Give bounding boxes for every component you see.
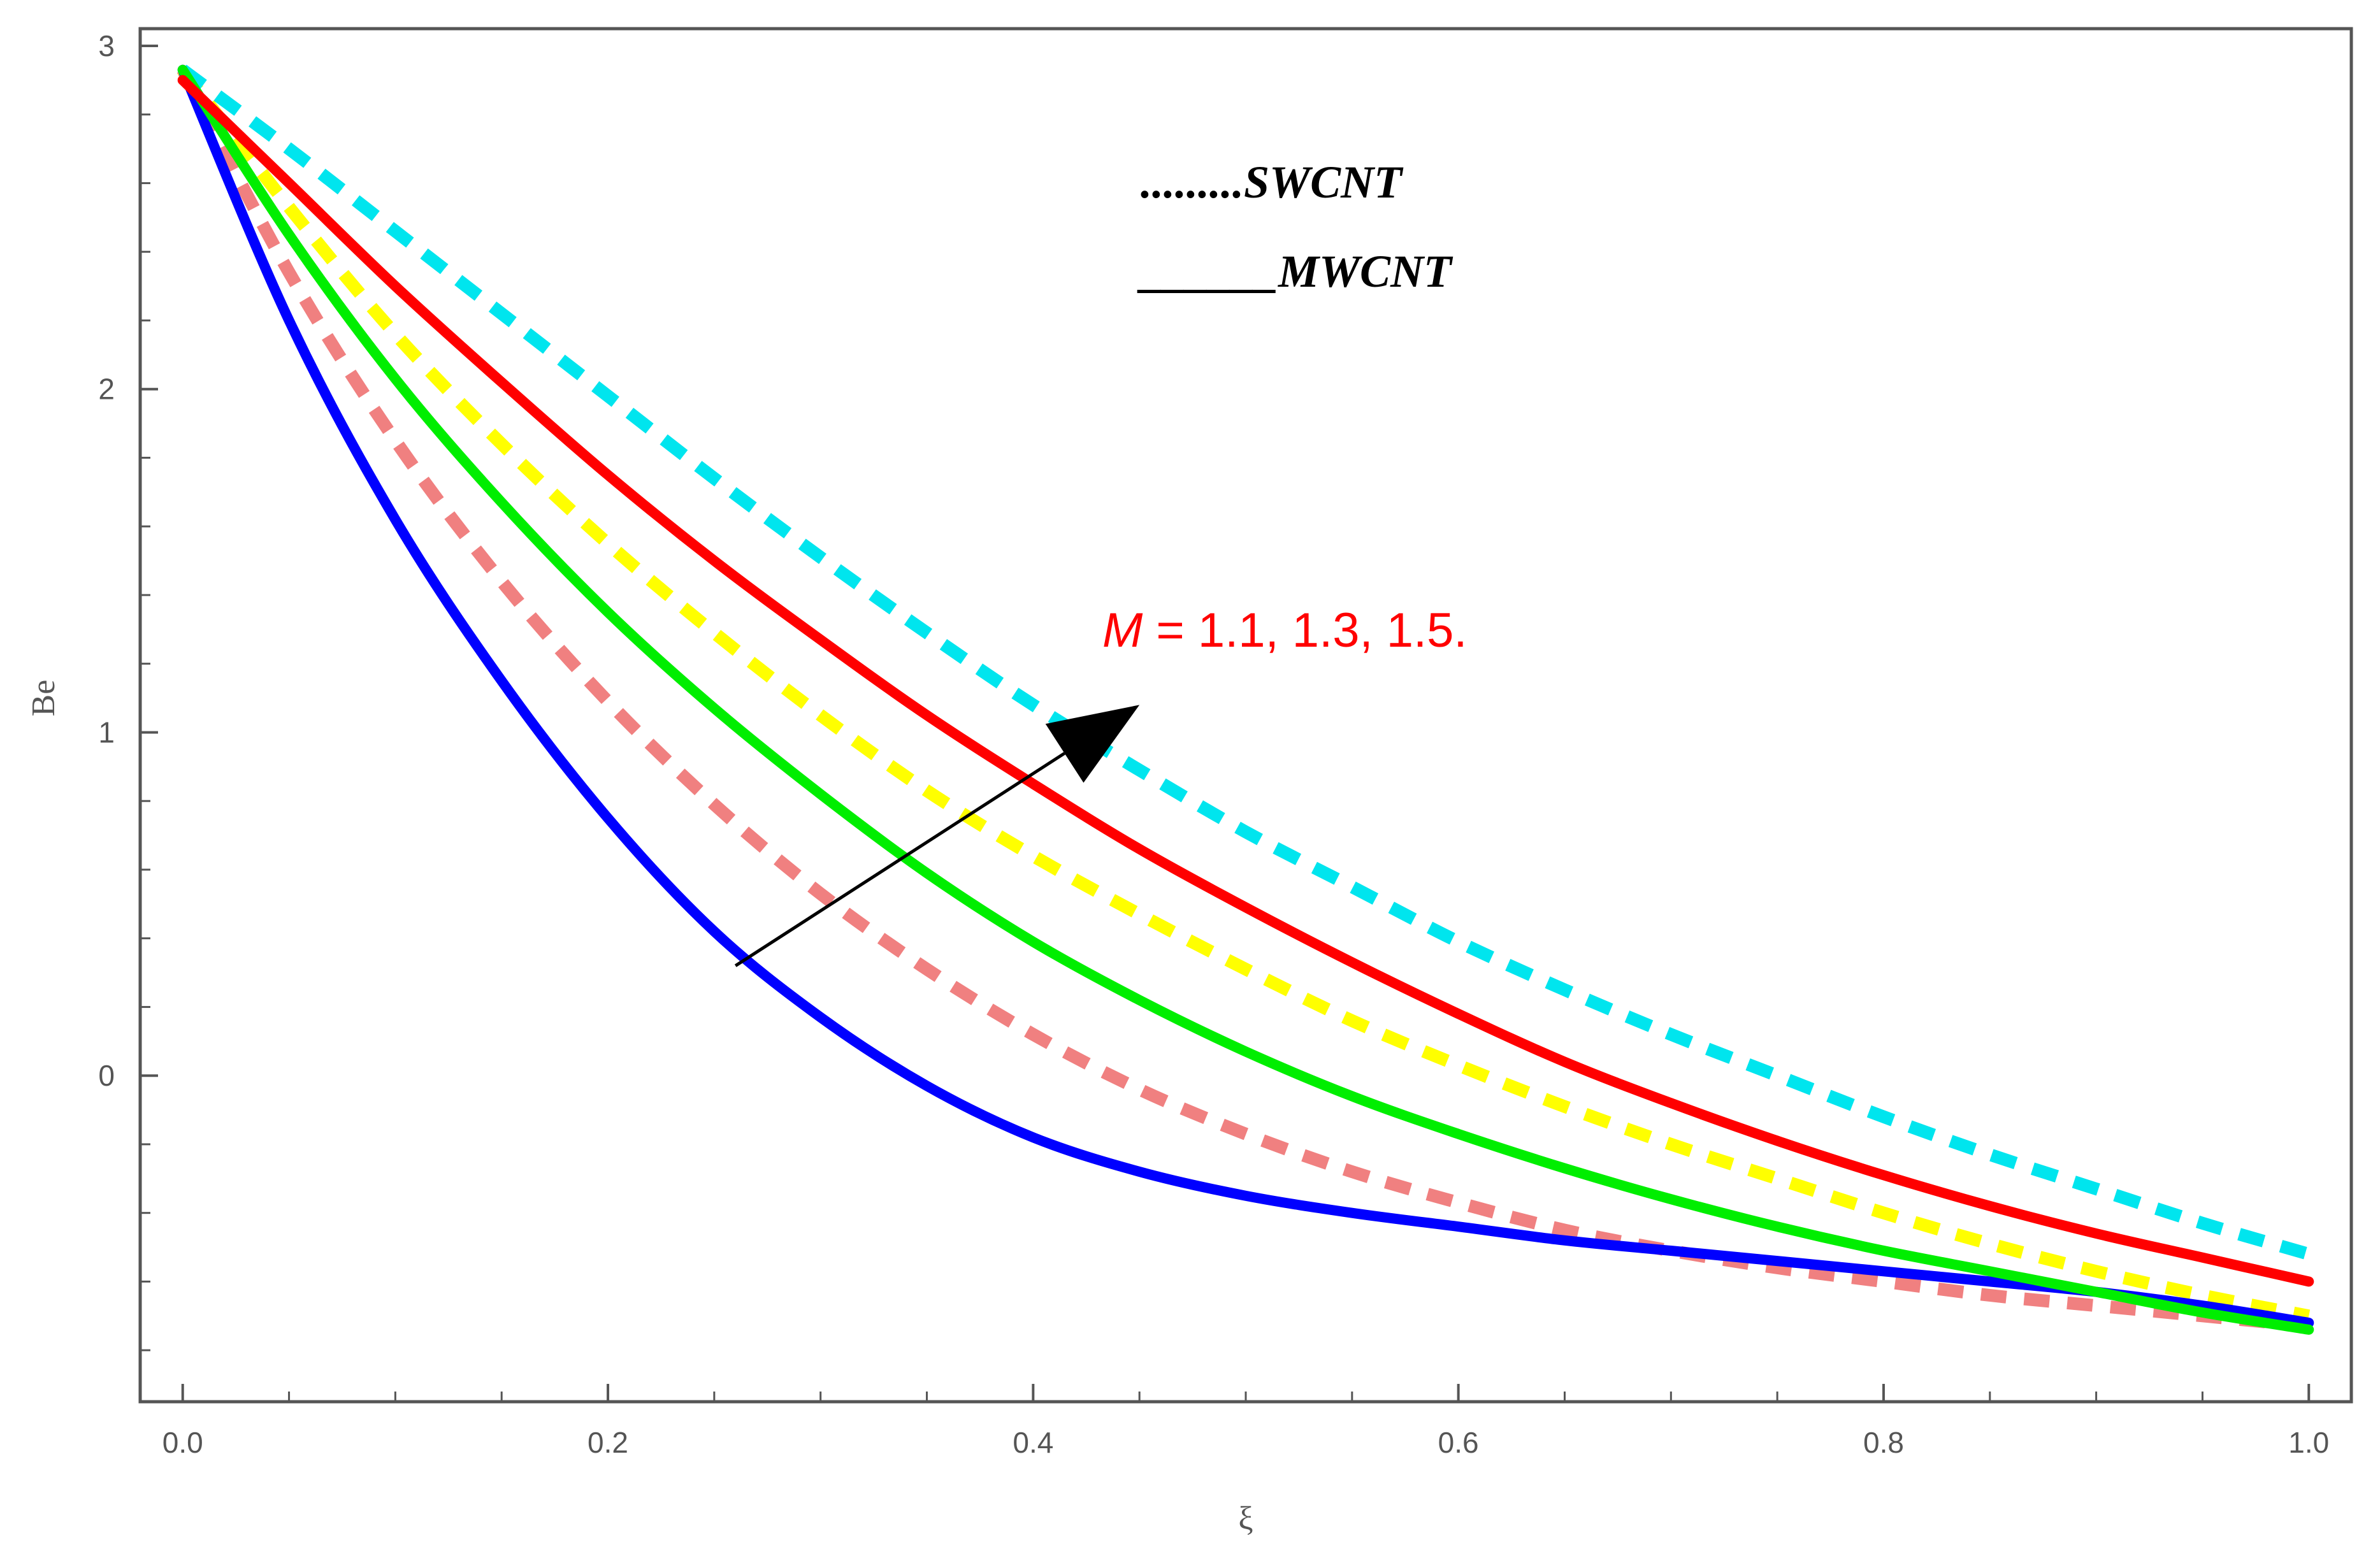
series-line-mwcnt-m-1-5 <box>177 75 2314 1287</box>
parameter-symbol: M <box>1102 603 1143 658</box>
series-line-mwcnt-m-1-3 <box>177 64 2314 1335</box>
x-tick-label: 0.0 <box>162 1426 203 1459</box>
series-layer <box>177 64 2314 1335</box>
x-tick-label: 0.4 <box>1013 1426 1053 1459</box>
legend: .........SWCNT ______MWCNT <box>1137 157 1453 297</box>
legend-entry-mwcnt: ______MWCNT <box>1137 246 1453 297</box>
series-line-mwcnt-m-1-1 <box>177 64 2314 1328</box>
y-tick-label: 0 <box>98 1059 115 1092</box>
x-tick-label: 0.6 <box>1438 1426 1479 1459</box>
arrow-head-icon <box>1045 705 1140 783</box>
y-axis-title: Be <box>25 680 62 717</box>
parameter-annotation: M = 1.1, 1.3, 1.5. <box>1102 603 1467 658</box>
y-tick-label: 2 <box>98 373 115 406</box>
x-tick-label: 0.8 <box>1863 1426 1904 1459</box>
legend-label-swcnt: SWCNT <box>1244 157 1404 208</box>
x-tick-label: 1.0 <box>2288 1426 2329 1459</box>
series-line-swcnt-m-1-1 <box>177 67 2310 1333</box>
legend-label-mwcnt: MWCNT <box>1278 246 1453 297</box>
series-line-swcnt-m-1-3 <box>177 66 2311 1323</box>
legend-line-mwcnt: ______ <box>1137 246 1278 297</box>
x-axis-title: ξ <box>1238 1500 1253 1537</box>
y-tick-label: 3 <box>98 29 115 62</box>
legend-entry-swcnt: .........SWCNT <box>1141 157 1404 208</box>
legend-dots-swcnt: ......... <box>1141 157 1244 208</box>
parameter-values: = 1.1, 1.3, 1.5. <box>1143 603 1467 658</box>
arrow-shaft <box>734 752 1065 967</box>
x-tick-label: 0.2 <box>588 1426 628 1459</box>
y-tick-label: 1 <box>98 716 115 749</box>
ticks-layer: 0.0 0.2 0.4 0.6 0.8 1.0 0 1 2 3 <box>98 29 2329 1459</box>
annotation-arrow <box>734 705 1140 967</box>
